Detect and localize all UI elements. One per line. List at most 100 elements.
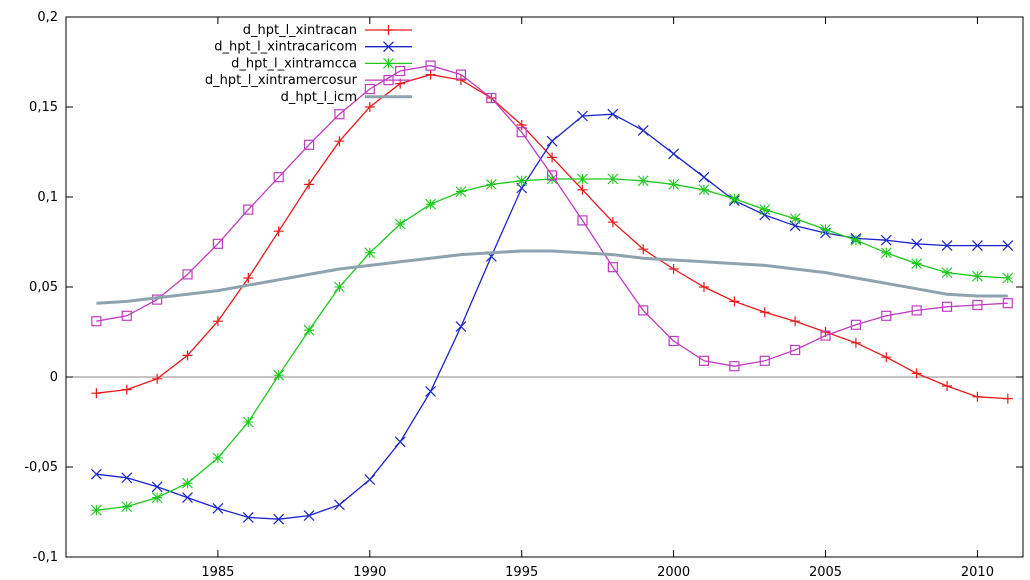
data-point [759, 355, 770, 366]
data-point [151, 481, 163, 493]
data-point [90, 504, 102, 516]
data-point [911, 305, 922, 316]
data-point [516, 175, 528, 187]
data-point [334, 499, 345, 511]
data-point [364, 83, 375, 95]
data-point [790, 344, 801, 356]
data-point [273, 226, 284, 237]
data-point [577, 215, 588, 226]
data-point [607, 108, 619, 120]
data-point [577, 110, 588, 122]
data-point [942, 381, 953, 391]
data-point [152, 373, 163, 384]
data-point [638, 244, 649, 255]
series-d_hpt_l_xintramercosur [91, 60, 1013, 372]
data-point [546, 135, 558, 147]
data-point [941, 301, 953, 312]
data-point [91, 316, 102, 327]
data-point [303, 510, 315, 522]
data-point [911, 368, 922, 379]
legend-label: d_hpt_l_xintracaricom [214, 40, 357, 55]
data-point [121, 501, 133, 512]
data-point [383, 25, 394, 35]
data-point [637, 175, 649, 187]
data-point [121, 384, 132, 395]
data-point [972, 270, 983, 282]
data-point [334, 281, 345, 293]
data-point [485, 179, 497, 190]
data-point [273, 172, 284, 183]
legend-label: d_hpt_l_icm [281, 90, 357, 105]
data-point [729, 296, 740, 307]
data-point [182, 492, 193, 504]
x-tick-label: 1990 [353, 565, 386, 580]
data-point [425, 60, 436, 71]
data-point [547, 152, 558, 163]
x-tick-label: 2000 [657, 565, 690, 580]
data-point [182, 477, 193, 489]
data-point [425, 198, 436, 210]
y-tick-label: -0,05 [24, 460, 58, 475]
data-point [182, 350, 193, 361]
y-tick-label: -0,1 [33, 550, 58, 565]
data-point [395, 65, 406, 77]
data-point [121, 472, 133, 484]
data-point [637, 124, 649, 136]
series-d_hpt_l_icm [96, 249, 1008, 305]
y-tick-label: 0 [50, 370, 58, 385]
data-point [455, 69, 467, 80]
data-point [304, 179, 315, 190]
y-tick-label: 0,05 [29, 280, 58, 295]
data-point [383, 41, 394, 53]
series-layer [90, 60, 1014, 525]
data-point [90, 468, 102, 480]
data-point [364, 247, 376, 259]
data-point [455, 75, 466, 85]
data-point [303, 139, 315, 150]
data-point [789, 213, 801, 224]
data-point [1002, 298, 1013, 309]
data-point [911, 258, 923, 269]
data-point [850, 319, 862, 330]
data-point [364, 102, 375, 112]
data-point [850, 234, 862, 246]
data-point [759, 204, 771, 215]
data-point [242, 511, 254, 523]
data-point [1002, 393, 1013, 404]
data-point [729, 361, 740, 372]
x-tick-label: 2005 [809, 565, 842, 580]
y-tick-label: 0,1 [37, 190, 58, 205]
data-point [364, 474, 376, 486]
series-line [96, 73, 1008, 400]
series-line [96, 64, 1008, 367]
data-point [182, 269, 193, 280]
legend-label: d_hpt_l_xintracan [243, 23, 357, 38]
data-point [212, 316, 223, 327]
data-point [273, 369, 285, 381]
data-point [972, 299, 983, 311]
data-point [698, 171, 710, 183]
data-point [790, 316, 801, 327]
data-point [668, 179, 680, 190]
data-point [577, 184, 588, 195]
data-point [383, 58, 394, 69]
data-point [334, 136, 345, 147]
data-point [759, 307, 770, 318]
data-point [698, 184, 710, 196]
data-point [516, 127, 527, 138]
series-d_hpt_l_xintracan [91, 69, 1013, 404]
data-point [668, 264, 679, 274]
data-point [486, 92, 497, 104]
data-point [243, 204, 254, 215]
data-point [334, 109, 345, 120]
data-point [668, 148, 680, 160]
data-point [425, 69, 436, 80]
data-point [880, 247, 892, 259]
legend-label: d_hpt_l_xintramercosur [205, 73, 358, 88]
data-point [850, 337, 861, 348]
data-point [699, 282, 709, 292]
data-point [546, 173, 558, 185]
plot-frame [65, 16, 1024, 558]
y-tick-label: 0,15 [29, 100, 58, 115]
